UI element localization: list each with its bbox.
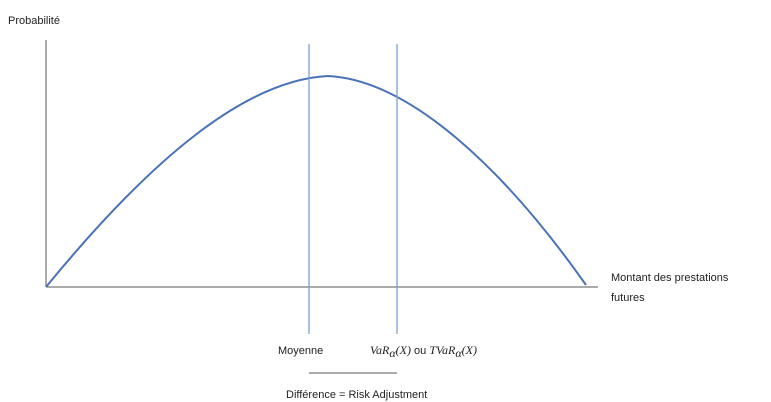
difference-label: Différence = Risk Adjustment xyxy=(286,389,427,401)
tvar-subscript: α xyxy=(455,346,462,360)
var-joiner: ou xyxy=(411,345,429,357)
var-expression: VaRα(X) ou TVaRα(X) xyxy=(370,343,477,360)
mean-label: Moyenne xyxy=(278,345,323,357)
distribution-curve xyxy=(45,74,587,288)
tvar-argument: (X) xyxy=(462,343,477,357)
x-axis-label-line2: futures xyxy=(611,292,645,304)
var-argument: (X) xyxy=(396,343,411,357)
x-axis-label-line1: Montant des prestations xyxy=(611,272,729,284)
tvar-symbol: TVaR xyxy=(429,343,456,357)
y-axis-label: Probabilité xyxy=(8,15,60,27)
var-subscript: α xyxy=(389,346,396,360)
var-symbol: VaR xyxy=(370,343,390,357)
